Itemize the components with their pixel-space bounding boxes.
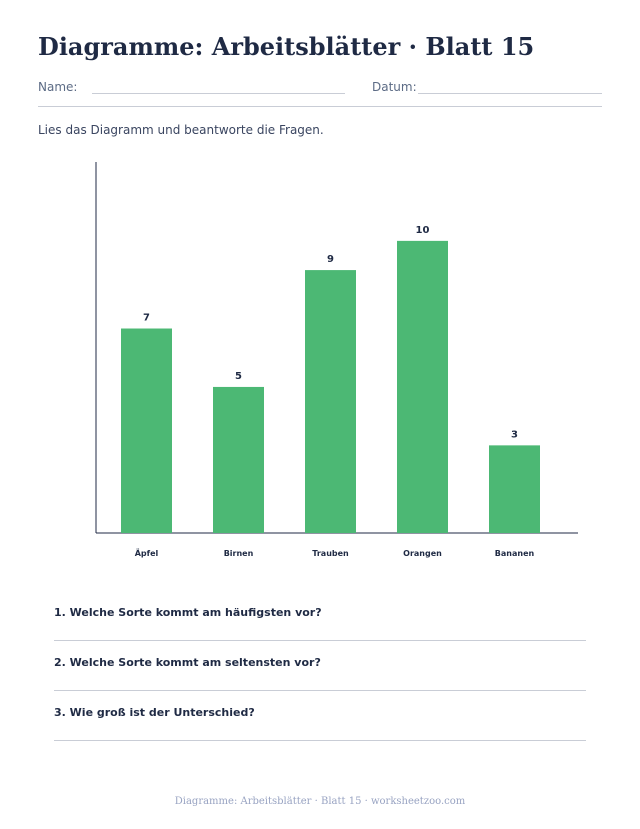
name-date-row: Name: Datum: — [38, 80, 602, 100]
bar-1 — [213, 386, 264, 533]
instructions-text: Lies das Diagramm und beantworte die Fra… — [38, 123, 324, 137]
name-field-line[interactable] — [92, 93, 345, 94]
answer-line-2[interactable] — [54, 690, 586, 691]
header-divider — [38, 106, 602, 107]
answer-line-3[interactable] — [54, 740, 586, 741]
category-label-2: Trauben — [312, 549, 349, 558]
data-label-1: 5 — [235, 371, 242, 382]
date-field-line[interactable] — [418, 93, 602, 94]
category-label-3: Orangen — [403, 549, 442, 558]
bar-3 — [397, 240, 448, 533]
bar-chart: 7 Äpfel 5 Birnen 9 Trauben 10 Orangen 3 Bananen — [95, 162, 578, 558]
page-title: Diagramme: Arbeitsblätter · Blatt 15 — [38, 32, 535, 61]
category-label-4: Bananen — [495, 549, 535, 558]
category-label-0: Äpfel — [135, 548, 159, 558]
category-label-1: Birnen — [224, 549, 254, 558]
bar-2 — [305, 270, 356, 533]
name-label: Name: — [38, 80, 78, 94]
question-3: 3. Wie groß ist der Unterschied? — [54, 706, 255, 719]
data-label-4: 3 — [511, 429, 518, 440]
bar-0 — [121, 328, 172, 533]
bar-4 — [489, 445, 540, 533]
question-2: 2. Welche Sorte kommt am seltensten vor? — [54, 656, 321, 669]
date-label: Datum: — [372, 80, 417, 94]
bars-group: 7 Äpfel 5 Birnen 9 Trauben 10 Orangen 3 Bananen — [121, 225, 540, 558]
data-label-2: 9 — [327, 254, 334, 265]
question-1: 1. Welche Sorte kommt am häufigsten vor? — [54, 606, 322, 619]
answer-line-1[interactable] — [54, 640, 586, 641]
data-label-0: 7 — [143, 313, 150, 324]
data-label-3: 10 — [416, 225, 430, 236]
footer-text: Diagramme: Arbeitsblätter · Blatt 15 · w… — [174, 796, 466, 807]
